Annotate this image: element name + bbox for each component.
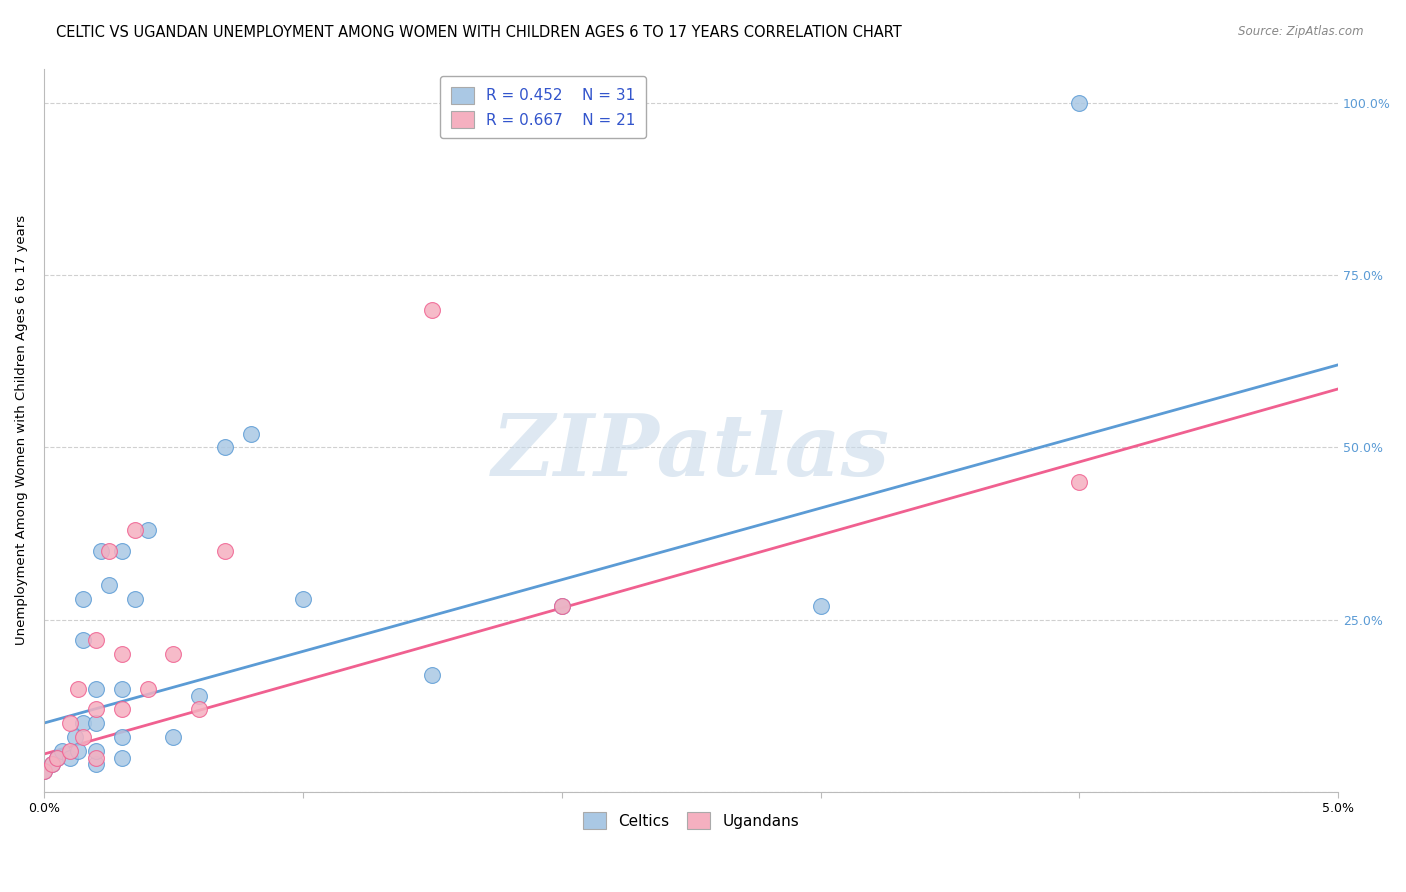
Point (111, 730, 134, 744)
Point (1069, 95, 1091, 110)
Point (63, 730, 86, 744)
Point (51, 744, 73, 758)
Point (66, 744, 89, 758)
Point (84, 757, 107, 772)
Point (84, 681, 107, 696)
Point (810, 599, 832, 613)
Legend: Celtics, Ugandans: Celtics, Ugandans (576, 806, 806, 835)
Point (550, 599, 572, 613)
Point (124, 523, 146, 537)
Text: CELTIC VS UGANDAN UNEMPLOYMENT AMONG WOMEN WITH CHILDREN AGES 6 TO 17 YEARS CORR: CELTIC VS UGANDAN UNEMPLOYMENT AMONG WOM… (56, 25, 903, 40)
Point (111, 681, 134, 696)
Point (136, 523, 159, 537)
Point (72, 716, 94, 731)
Point (45, 750, 67, 764)
Point (240, 426, 263, 441)
Point (41, 757, 63, 772)
Point (59, 750, 82, 764)
Point (420, 668, 443, 682)
Point (32, 764, 55, 779)
Point (84, 750, 107, 764)
Point (111, 544, 134, 558)
Text: Source: ZipAtlas.com: Source: ZipAtlas.com (1239, 25, 1364, 38)
Point (59, 744, 82, 758)
Point (111, 702, 134, 716)
Point (41, 757, 63, 772)
Point (66, 681, 89, 696)
Point (97, 578, 120, 592)
Point (84, 744, 107, 758)
Point (84, 716, 107, 731)
Point (291, 592, 314, 607)
Point (111, 647, 134, 661)
Point (420, 302, 443, 317)
Point (124, 592, 146, 607)
Point (1069, 475, 1091, 489)
Point (32, 764, 55, 779)
Text: ZIPatlas: ZIPatlas (492, 410, 890, 493)
Point (97, 544, 120, 558)
Point (72, 592, 94, 607)
Y-axis label: Unemployment Among Women with Children Ages 6 to 17 years: Unemployment Among Women with Children A… (15, 215, 28, 645)
Point (45, 750, 67, 764)
Point (111, 750, 134, 764)
Point (162, 647, 184, 661)
Point (72, 730, 94, 744)
Point (59, 716, 82, 731)
Point (162, 730, 184, 744)
Point (188, 702, 211, 716)
Point (72, 633, 94, 648)
Point (214, 441, 236, 455)
Point (214, 544, 236, 558)
Point (84, 702, 107, 716)
Point (90, 544, 112, 558)
Point (550, 599, 572, 613)
Point (84, 633, 107, 648)
Point (188, 689, 211, 703)
Point (136, 681, 159, 696)
